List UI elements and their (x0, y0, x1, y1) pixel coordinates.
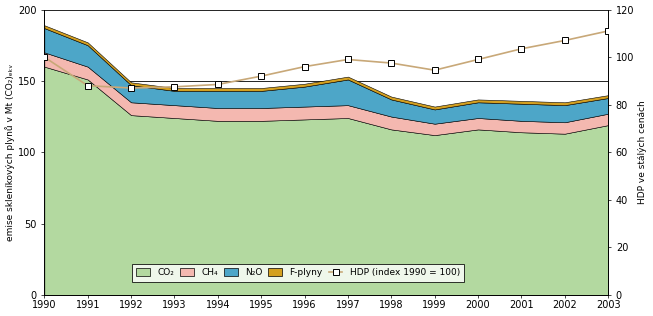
Y-axis label: emise skleníkových plynů v Mt (CO₂)ₑₖᵥ: emise skleníkových plynů v Mt (CO₂)ₑₖᵥ (6, 64, 16, 241)
Legend: CO₂, CH₄, N₂O, F-plyny, HDP (index 1990 = 100): CO₂, CH₄, N₂O, F-plyny, HDP (index 1990 … (132, 264, 464, 282)
Y-axis label: HDP ve stálých cenách: HDP ve stálých cenách (639, 100, 647, 204)
